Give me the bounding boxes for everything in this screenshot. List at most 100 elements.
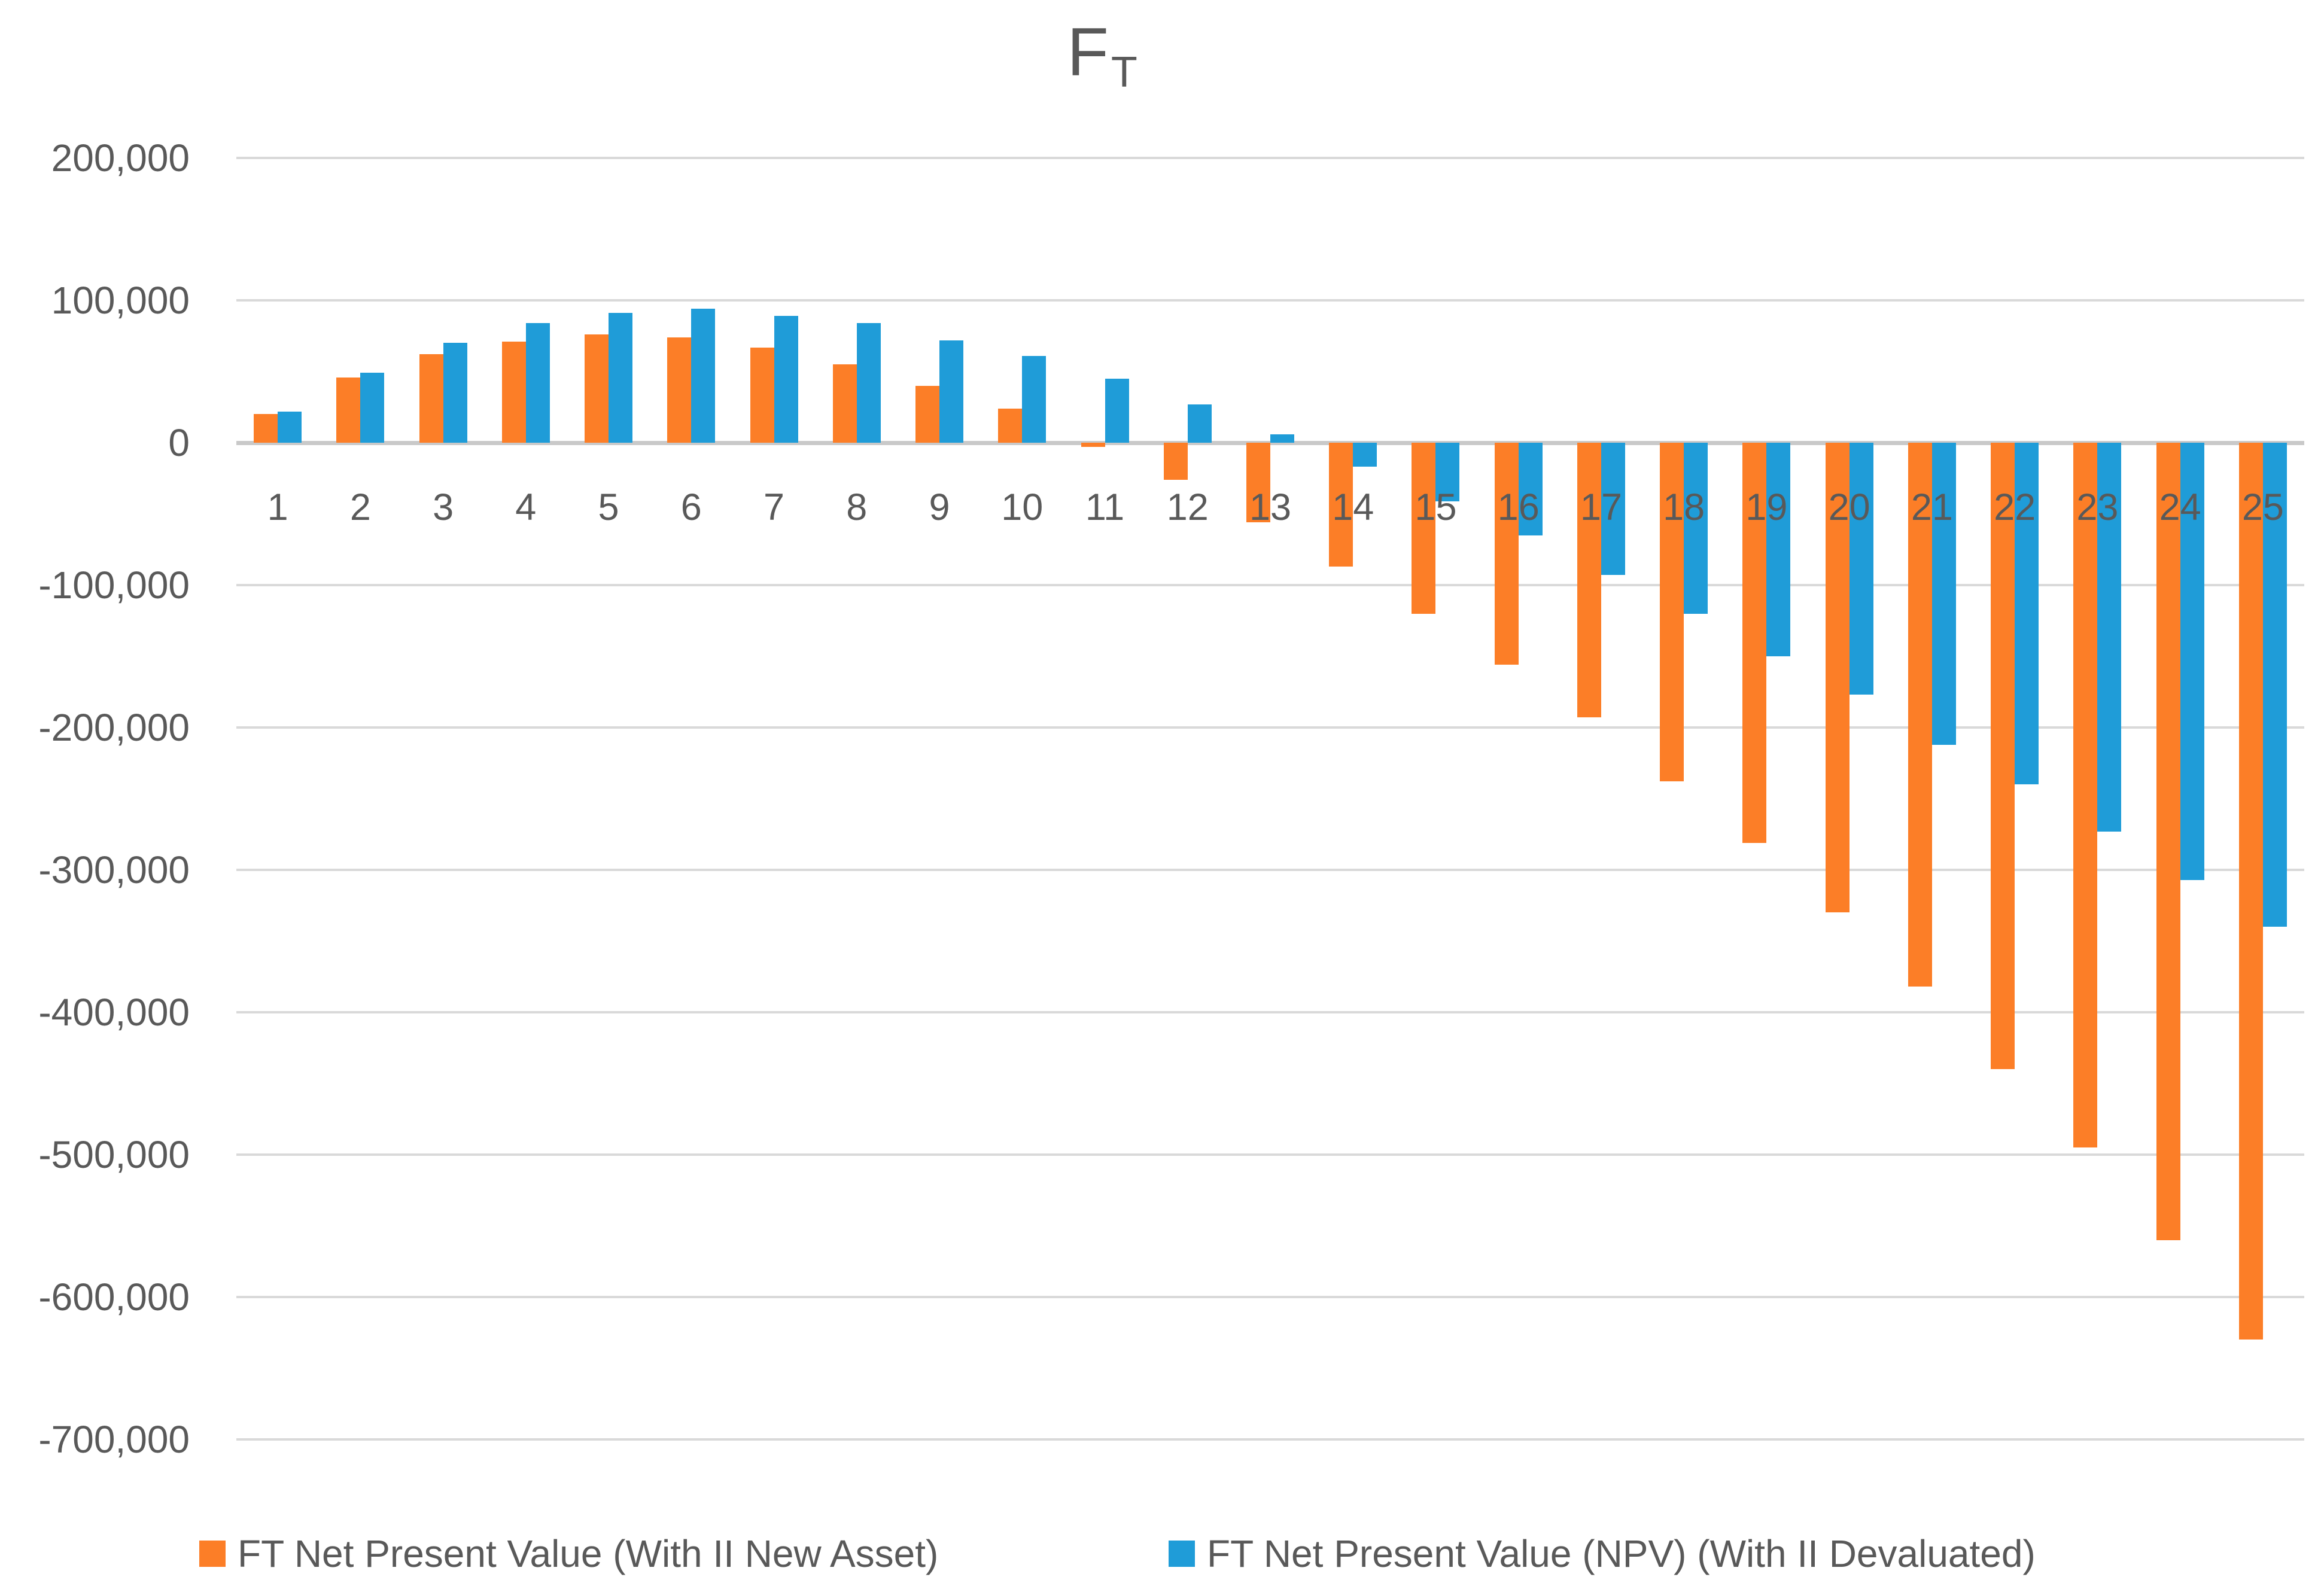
- chart-title: FT: [0, 13, 2204, 96]
- gridline: [236, 1153, 2304, 1156]
- bar-new-asset-6: [667, 337, 692, 443]
- y-axis-tick-label: -300,000: [38, 848, 190, 891]
- y-axis-tick-label: -700,000: [38, 1418, 190, 1461]
- legend-item-devaluated: FT Net Present Value (NPV) (With II Deva…: [1169, 1527, 2036, 1581]
- x-axis-category-label: 11: [1085, 486, 1125, 528]
- y-axis-tick-label: 0: [168, 421, 190, 464]
- bar-new-asset-8: [832, 364, 857, 443]
- legend-label-devaluated: FT Net Present Value (NPV) (With II Deva…: [1207, 1532, 2036, 1575]
- bar-new-asset-17: [1577, 443, 1601, 718]
- bar-new-asset-16: [1494, 443, 1519, 665]
- bar-devaluated-6: [691, 309, 716, 443]
- bar-devaluated-8: [856, 323, 881, 443]
- bar-devaluated-23: [2097, 443, 2122, 832]
- bar-devaluated-14: [1353, 443, 1377, 467]
- gridline: [236, 1438, 2304, 1441]
- x-axis-category-label: 16: [1497, 486, 1540, 528]
- x-axis-category-label: 9: [929, 486, 950, 528]
- x-axis-category-label: 14: [1332, 486, 1374, 528]
- bar-devaluated-18: [1684, 443, 1708, 614]
- bar-new-asset-10: [998, 408, 1023, 443]
- x-axis-category-label: 7: [763, 486, 785, 528]
- y-axis-tick-label: -200,000: [38, 706, 190, 749]
- y-axis-tick-label: 200,000: [51, 136, 190, 179]
- x-axis-category-label: 8: [846, 486, 868, 528]
- bar-devaluated-20: [1849, 443, 1873, 695]
- bar-devaluated-24: [2180, 443, 2204, 880]
- bar-devaluated-2: [360, 373, 385, 443]
- x-axis-category-label: 20: [1828, 486, 1870, 528]
- bar-devaluated-19: [1766, 443, 1791, 656]
- bar-new-asset-14: [1329, 443, 1353, 567]
- bar-new-asset-25: [2238, 443, 2263, 1340]
- bar-new-asset-11: [1081, 443, 1105, 448]
- x-axis-category-label: 22: [1994, 486, 2036, 528]
- x-axis-category-label: 2: [349, 486, 371, 528]
- x-axis-category-label: 5: [598, 486, 619, 528]
- x-axis-category-label: 4: [515, 486, 537, 528]
- legend-swatch-devaluated: [1169, 1541, 1195, 1567]
- gridline: [236, 299, 2304, 302]
- bar-new-asset-13: [1246, 443, 1270, 523]
- bar-new-asset-9: [915, 385, 940, 443]
- legend-label-new-asset: FT Net Present Value (With II New Asset): [238, 1532, 939, 1575]
- bar-new-asset-15: [1412, 443, 1436, 614]
- y-axis-tick-label: -400,000: [38, 991, 190, 1034]
- gridline: [236, 584, 2304, 586]
- bar-devaluated-10: [1022, 355, 1047, 443]
- chart-title-main: F: [1067, 14, 1109, 90]
- legend-item-new-asset: FT Net Present Value (With II New Asset): [199, 1527, 938, 1581]
- bar-new-asset-18: [1660, 443, 1684, 782]
- bar-devaluated-12: [1187, 404, 1212, 443]
- x-axis-category-label: 12: [1166, 486, 1209, 528]
- x-axis-category-label: 17: [1580, 486, 1622, 528]
- bar-devaluated-17: [1601, 443, 1625, 576]
- x-axis-category-label: 21: [1911, 486, 1953, 528]
- bar-devaluated-21: [1931, 443, 1956, 745]
- gridline: [236, 726, 2304, 729]
- legend: FT Net Present Value (With II New Asset)…: [0, 1527, 2324, 1581]
- bar-new-asset-4: [501, 342, 526, 443]
- x-axis-line: [236, 440, 2304, 445]
- bar-new-asset-22: [1991, 443, 2015, 1070]
- bar-new-asset-21: [1908, 443, 1932, 987]
- x-axis-category-label: 6: [680, 486, 702, 528]
- bar-devaluated-4: [525, 323, 550, 443]
- bar-new-asset-3: [419, 354, 443, 443]
- bar-new-asset-2: [336, 377, 361, 443]
- gridline: [236, 157, 2304, 159]
- chart-title-subscript: T: [1111, 48, 1137, 96]
- x-axis-category-label: 1: [267, 486, 288, 528]
- bar-new-asset-1: [254, 414, 278, 443]
- bar-devaluated-16: [1518, 443, 1543, 535]
- bar-devaluated-7: [774, 316, 798, 443]
- bar-new-asset-20: [1825, 443, 1850, 913]
- x-axis-category-label: 18: [1663, 486, 1705, 528]
- x-axis-category-label: 19: [1745, 486, 1788, 528]
- bar-devaluated-3: [443, 343, 467, 443]
- x-axis-category-label: 3: [433, 486, 454, 528]
- bar-devaluated-15: [1435, 443, 1460, 501]
- y-axis-tick-label: -100,000: [38, 564, 190, 607]
- bar-devaluated-9: [939, 340, 964, 443]
- x-axis-category-label: 10: [1001, 486, 1044, 528]
- y-axis-tick-label: -500,000: [38, 1133, 190, 1176]
- bar-devaluated-13: [1270, 434, 1294, 443]
- x-axis-category-label: 25: [2241, 486, 2284, 528]
- bar-new-asset-5: [585, 334, 609, 443]
- bar-new-asset-7: [750, 347, 774, 443]
- bar-new-asset-24: [2156, 443, 2180, 1240]
- bar-new-asset-19: [1742, 443, 1767, 843]
- x-axis-category-label: 15: [1415, 486, 1457, 528]
- gridline: [236, 1011, 2304, 1013]
- bar-devaluated-25: [2262, 443, 2287, 927]
- y-axis-tick-label: 100,000: [51, 279, 190, 322]
- bar-devaluated-22: [2015, 443, 2039, 785]
- bar-devaluated-5: [609, 313, 633, 443]
- x-axis-category-label: 23: [2076, 486, 2119, 528]
- gridline: [236, 1296, 2304, 1298]
- legend-swatch-new-asset: [199, 1541, 226, 1567]
- x-axis-category-label: 13: [1249, 486, 1292, 528]
- bar-new-asset-12: [1163, 443, 1188, 480]
